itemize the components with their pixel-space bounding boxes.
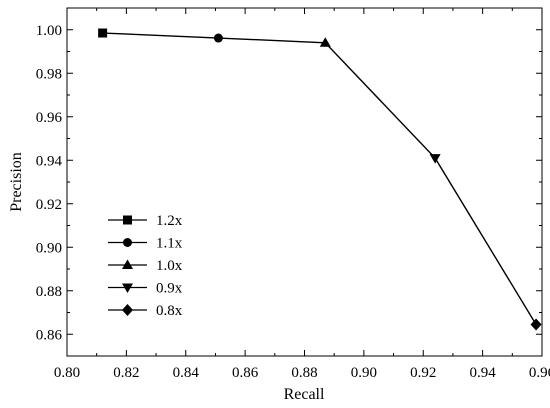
y-tick-label: 0.90 [36, 240, 62, 256]
data-point-1.2x [98, 28, 108, 38]
legend: 1.2x 1.1x 1.0x 0.9x 0.8x [108, 213, 183, 319]
legend-label: 1.0x [156, 258, 183, 274]
x-tick-label: 0.82 [113, 365, 139, 381]
y-tick-label: 0.96 [36, 110, 63, 126]
data-point-0.9x [429, 154, 441, 164]
data-point-1.0x [319, 37, 331, 47]
legend-marker-1.0x [122, 259, 133, 269]
legend-marker-1.1x [123, 238, 132, 247]
x-tick-label: 0.84 [173, 365, 200, 381]
series-group [98, 28, 542, 331]
y-tick-label: 0.92 [36, 197, 62, 213]
legend-marker-0.9x [122, 283, 133, 293]
x-tick-label: 0.92 [410, 365, 436, 381]
legend-marker-0.8x [122, 304, 133, 316]
y-tick-label: 0.86 [36, 327, 63, 343]
x-tick-label: 0.96 [529, 365, 550, 381]
x-tick-label: 0.88 [291, 365, 317, 381]
x-tick-label: 0.90 [351, 365, 377, 381]
x-tick-label: 0.86 [232, 365, 259, 381]
y-tick-label: 0.88 [36, 284, 62, 300]
y-tick-label: 0.94 [36, 153, 63, 169]
y-tick-label: 1.00 [36, 23, 62, 39]
legend-label: 1.2x [156, 213, 183, 229]
y-axis-ticks: 0.86 0.88 0.90 0.92 0.94 0.96 0.98 1.00 [36, 7, 542, 357]
legend-label: 1.1x [156, 236, 183, 252]
plot-frame [66, 7, 543, 357]
x-axis-label: Recall [284, 386, 325, 403]
x-axis-ticks: 0.80 0.82 0.84 0.86 0.88 0.90 0.92 0.94 0.96 [54, 8, 550, 381]
legend-label: 0.9x [156, 281, 183, 297]
y-tick-label: 0.98 [36, 66, 62, 82]
legend-label: 0.8x [156, 303, 183, 319]
legend-marker-1.2x [123, 215, 132, 225]
data-point-1.1x [213, 33, 223, 43]
x-tick-label: 0.80 [54, 365, 80, 381]
x-tick-label: 0.94 [470, 365, 497, 381]
y-axis-label: Precision [8, 152, 25, 212]
data-point-0.8x [530, 318, 542, 331]
